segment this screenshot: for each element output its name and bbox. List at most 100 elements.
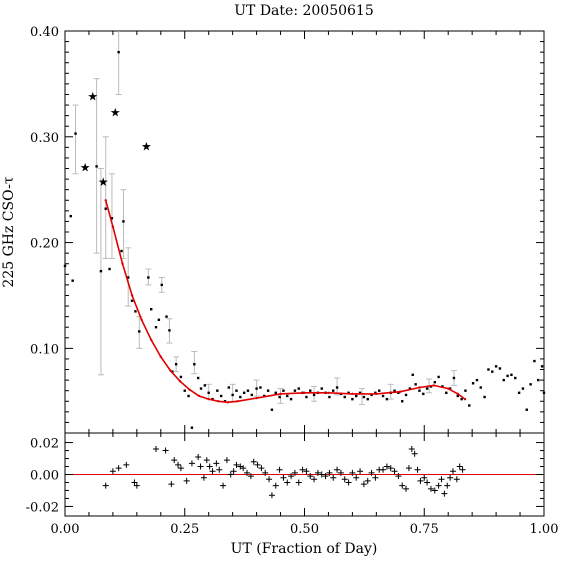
data-point bbox=[328, 395, 331, 399]
residual-point bbox=[230, 468, 237, 475]
residual-point bbox=[299, 466, 306, 473]
data-point bbox=[120, 249, 123, 253]
residual-point bbox=[258, 465, 265, 472]
data-point bbox=[187, 394, 190, 398]
fit-point bbox=[130, 294, 134, 297]
data-point bbox=[63, 264, 67, 268]
residual-axis-ticks: 0.02 0.00 -0.02 0.00 0.25 0.50 0.75 1.00 bbox=[26, 433, 558, 537]
star-data-point: ★ bbox=[87, 90, 98, 104]
residual-point bbox=[272, 482, 279, 489]
residual-point bbox=[403, 485, 410, 492]
residual-point bbox=[421, 474, 428, 481]
data-point bbox=[122, 220, 125, 223]
data-point bbox=[74, 132, 77, 135]
data-point bbox=[510, 373, 513, 377]
data-point bbox=[320, 387, 323, 390]
data-point bbox=[193, 363, 196, 366]
residual-point bbox=[357, 468, 364, 475]
residual-point bbox=[318, 471, 325, 478]
residual-point bbox=[123, 461, 130, 468]
fit-point bbox=[447, 387, 450, 390]
residual-point bbox=[223, 457, 230, 464]
data-point bbox=[479, 386, 482, 389]
data-point bbox=[168, 329, 171, 332]
residual-point bbox=[206, 463, 213, 470]
data-point bbox=[216, 389, 219, 392]
residual-point bbox=[280, 474, 287, 481]
data-point bbox=[130, 299, 134, 302]
residual-point bbox=[387, 465, 394, 472]
residual-point bbox=[295, 479, 302, 486]
errorbar-layer bbox=[72, 31, 457, 405]
data-point bbox=[305, 395, 308, 399]
residual-point bbox=[197, 463, 204, 470]
residual-point bbox=[284, 479, 291, 486]
data-point bbox=[235, 389, 238, 392]
data-point bbox=[259, 386, 262, 389]
star-data-point: ★ bbox=[110, 105, 121, 119]
data-point bbox=[498, 367, 502, 370]
data-point bbox=[242, 391, 246, 394]
data-point bbox=[255, 387, 258, 390]
data-point bbox=[127, 276, 130, 279]
fit-point bbox=[207, 397, 210, 401]
residual-point bbox=[153, 445, 160, 452]
data-point bbox=[441, 385, 444, 388]
data-point bbox=[110, 217, 114, 220]
fit-point bbox=[188, 388, 191, 391]
residual-point bbox=[227, 471, 234, 478]
data-point bbox=[374, 391, 377, 394]
data-point bbox=[332, 389, 335, 392]
data-point bbox=[408, 387, 412, 390]
y-tick-label: 0.30 bbox=[30, 131, 59, 146]
residual-point bbox=[254, 461, 261, 468]
data-point bbox=[378, 389, 381, 392]
residual-y-tick-label: 0.00 bbox=[30, 469, 59, 484]
residual-point bbox=[326, 469, 333, 476]
residual-point bbox=[427, 485, 434, 492]
residual-point bbox=[456, 463, 463, 470]
residual-point bbox=[109, 468, 116, 475]
data-point bbox=[506, 374, 509, 378]
fit-point bbox=[159, 355, 162, 359]
residual-y-tick-label: 0.02 bbox=[30, 437, 59, 452]
data-point bbox=[347, 391, 350, 394]
residual-point bbox=[177, 465, 184, 472]
data-point bbox=[445, 391, 448, 394]
top-panel-frame bbox=[64, 30, 545, 434]
residual-point bbox=[268, 492, 275, 499]
data-point bbox=[293, 389, 297, 392]
residual-point bbox=[314, 469, 321, 476]
residual-panel: 0.02 0.00 -0.02 0.00 0.25 0.50 0.75 1.00 bbox=[26, 432, 558, 537]
fit-point bbox=[327, 391, 330, 394]
data-point bbox=[246, 389, 250, 392]
residual-point bbox=[291, 469, 298, 476]
residual-point bbox=[417, 477, 424, 484]
residual-point bbox=[183, 477, 190, 484]
data-point bbox=[343, 395, 346, 399]
residual-point-layer bbox=[102, 445, 466, 499]
residual-point bbox=[303, 468, 310, 475]
data-point bbox=[460, 397, 463, 401]
residual-point bbox=[391, 468, 398, 475]
data-point bbox=[362, 395, 366, 399]
data-point bbox=[274, 391, 277, 394]
data-point bbox=[397, 391, 400, 394]
data-point bbox=[475, 378, 479, 382]
residual-point bbox=[133, 482, 140, 489]
residual-point bbox=[307, 473, 314, 480]
y-axis-label: 225 GHz CSO-τ bbox=[1, 176, 17, 287]
data-point bbox=[414, 383, 417, 386]
residual-point bbox=[364, 477, 371, 484]
residual-point bbox=[330, 474, 337, 481]
data-point bbox=[542, 391, 546, 394]
residual-point bbox=[453, 476, 460, 483]
data-point bbox=[219, 394, 223, 398]
fit-point bbox=[418, 386, 421, 389]
residual-point bbox=[372, 474, 379, 481]
residual-point bbox=[337, 469, 344, 476]
fit-point bbox=[140, 318, 143, 322]
fit-point bbox=[351, 392, 354, 396]
data-point bbox=[266, 389, 270, 392]
